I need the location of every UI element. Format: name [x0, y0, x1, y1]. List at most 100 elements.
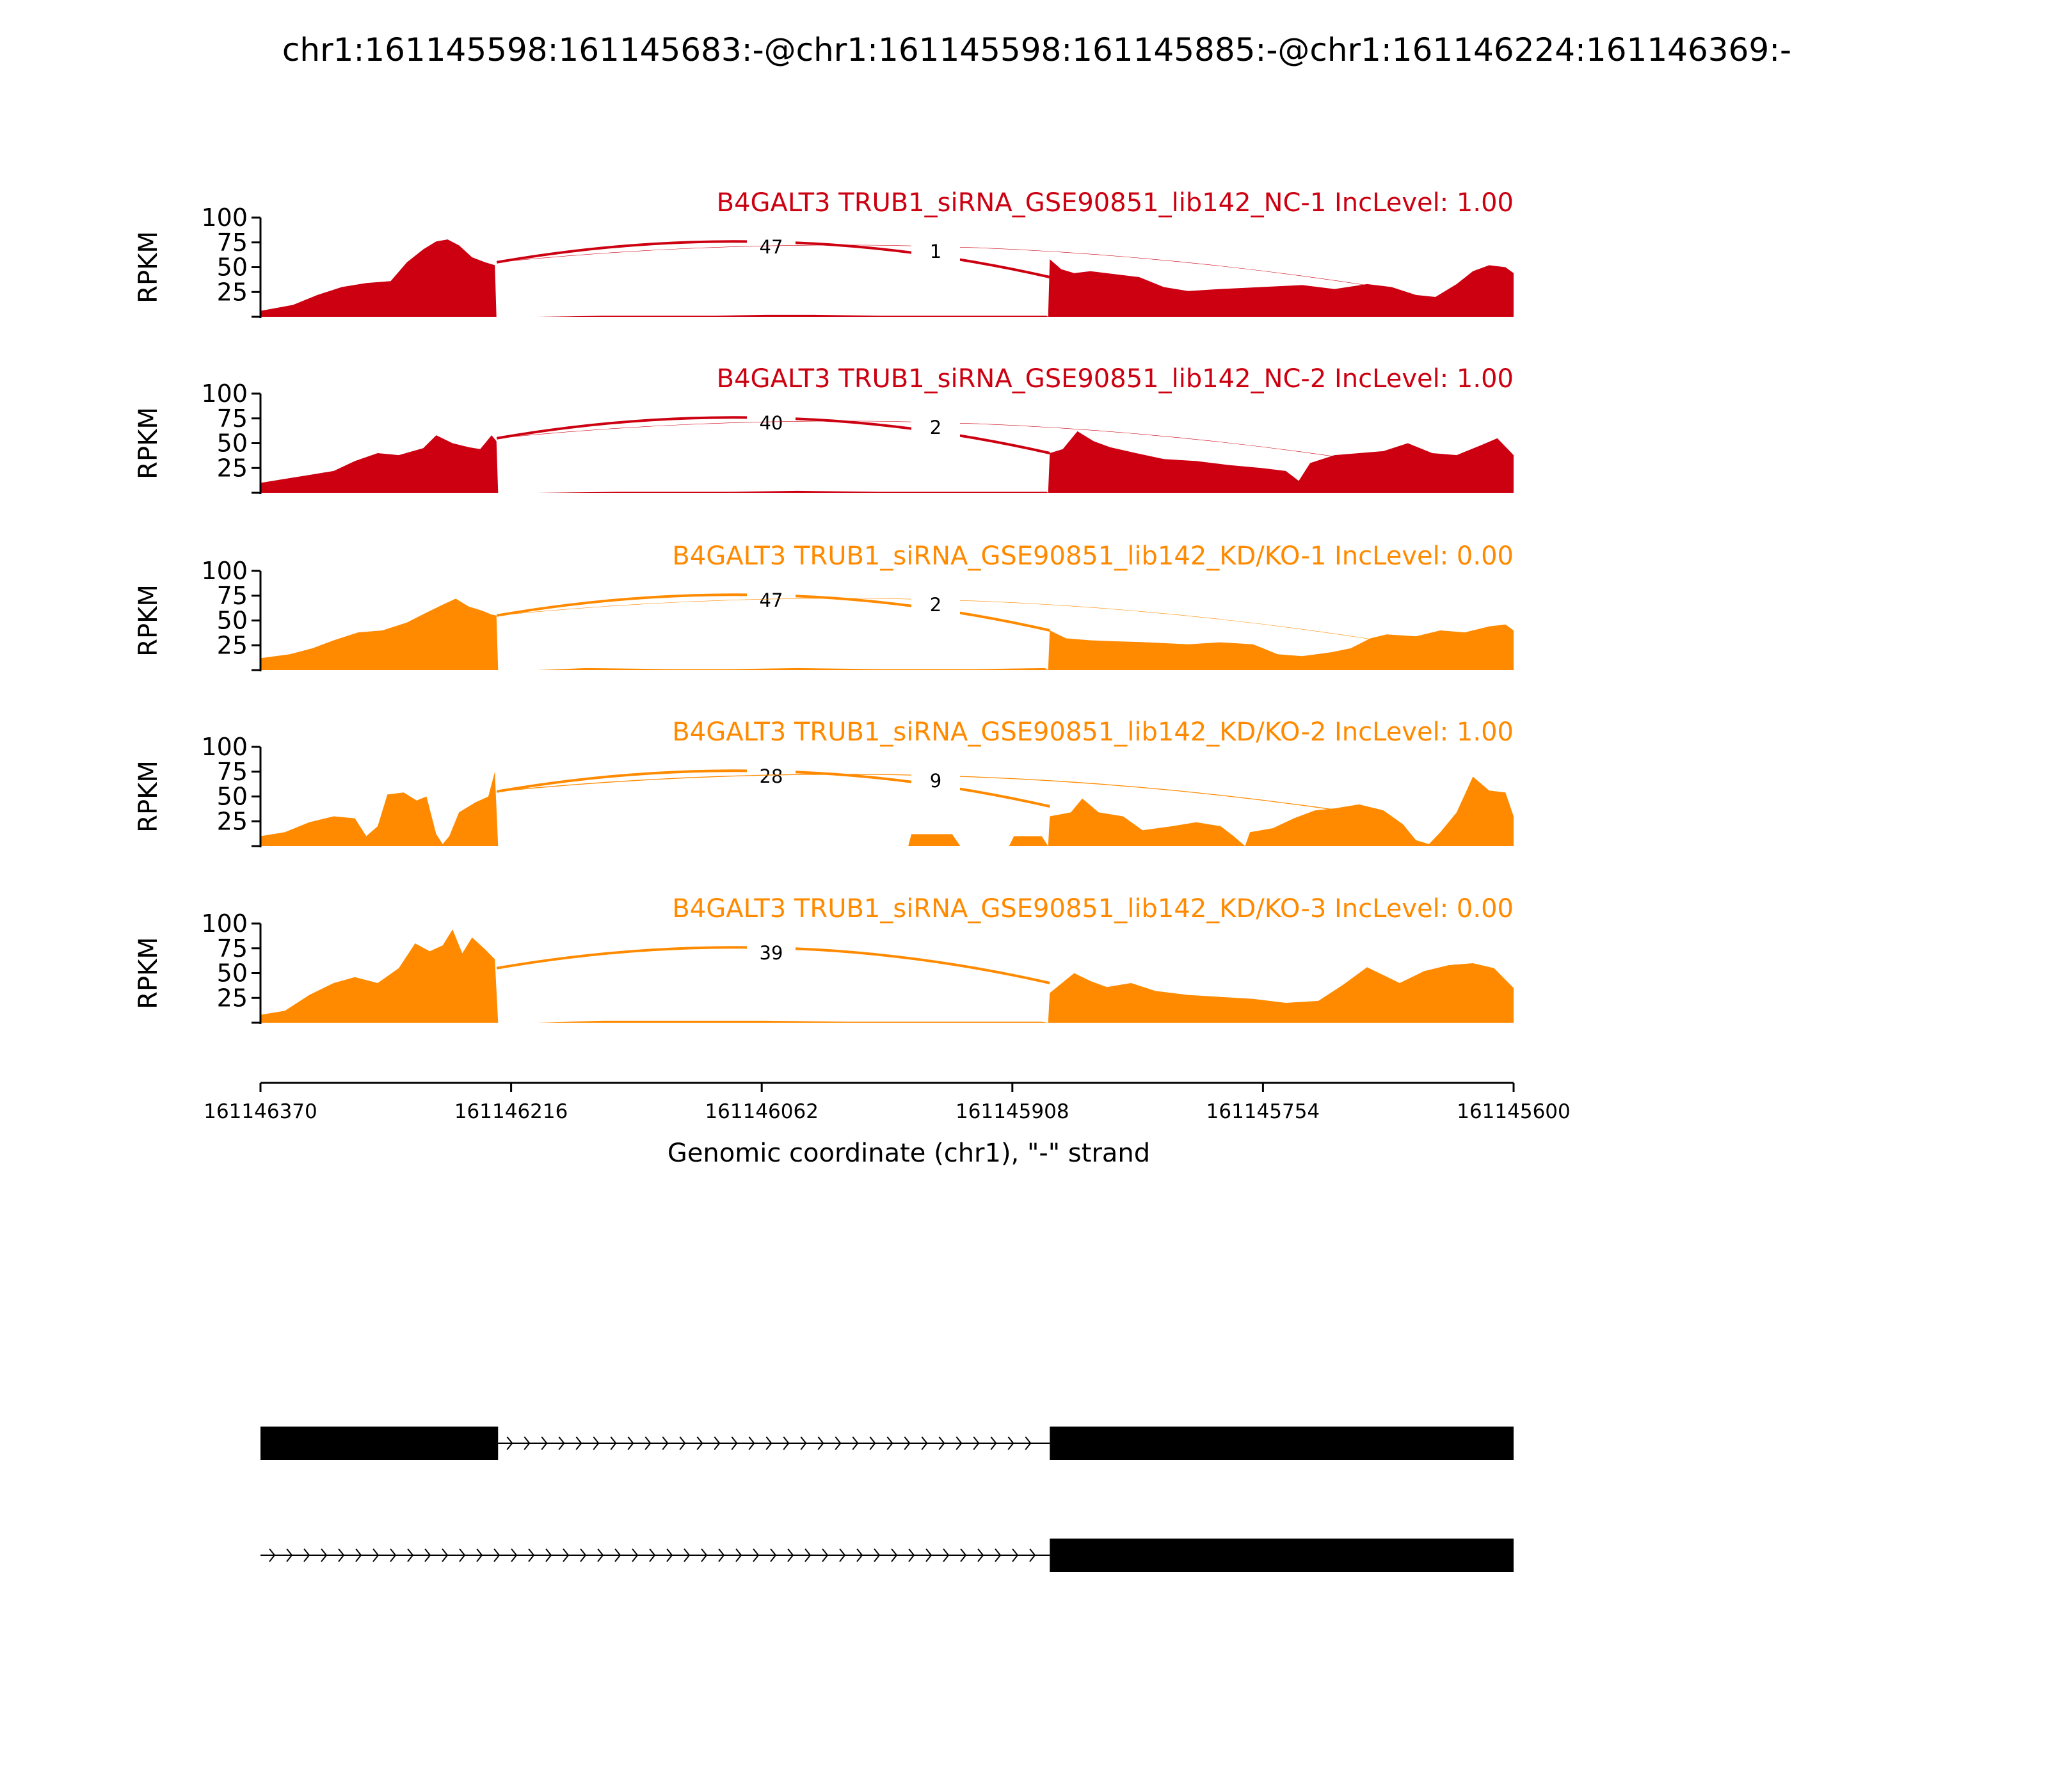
strand-chevron: [355, 1548, 362, 1562]
x-axis: 161146370 161146216 161146062 161145908 1611…: [204, 1082, 1571, 1123]
strand-chevron: [528, 1548, 535, 1562]
y-axis-label: RPKM: [134, 584, 163, 657]
strand-chevron: [956, 1436, 963, 1450]
y-tick-label: 75: [217, 934, 248, 963]
strand-chevron: [649, 1548, 656, 1562]
strand-chevron: [783, 1436, 790, 1450]
y-tick-label: 25: [217, 807, 248, 835]
strand-chevron: [1025, 1436, 1032, 1450]
strand-chevron: [960, 1548, 967, 1562]
strand-chevron: [852, 1436, 859, 1450]
strand-chevron: [995, 1548, 1002, 1562]
junction-label-bg: [747, 236, 796, 259]
strand-chevron: [938, 1436, 945, 1450]
strand-chevron: [545, 1548, 552, 1562]
y-axis-label: RPKM: [134, 760, 163, 833]
y-tick-label: 25: [217, 278, 248, 306]
strand-chevron: [714, 1436, 721, 1450]
x-tick-label: 161146216: [454, 1100, 568, 1123]
strand-chevron: [817, 1436, 824, 1450]
y-tick-label: 100: [201, 557, 248, 585]
junction-label-bg: [911, 593, 960, 616]
exon-block: [1050, 1539, 1514, 1572]
strand-chevron: [338, 1548, 345, 1562]
strand-chevron: [372, 1548, 380, 1562]
strand-chevron: [321, 1548, 328, 1562]
strand-chevron: [977, 1548, 984, 1562]
y-tick-label: 75: [217, 404, 248, 433]
strand-chevron: [701, 1548, 708, 1562]
strand-chevron: [908, 1548, 915, 1562]
sample-title: B4GALT3 TRUB1_siRNA_GSE90851_lib142_KD/K…: [672, 894, 1514, 924]
strand-chevron: [644, 1436, 652, 1450]
strand-chevron: [874, 1548, 881, 1562]
junction-count-label: 2: [930, 417, 941, 438]
x-tick-label: 161146062: [705, 1100, 819, 1123]
strand-chevron: [1029, 1548, 1036, 1562]
strand-chevron: [459, 1548, 466, 1562]
strand-chevron: [748, 1436, 755, 1450]
y-tick-label: 50: [217, 783, 248, 811]
strand-chevron: [735, 1548, 742, 1562]
strand-chevron: [493, 1548, 500, 1562]
y-tick-label: 75: [217, 758, 248, 786]
strand-chevron: [770, 1548, 777, 1562]
exon-block: [1050, 1427, 1514, 1460]
junction-count-label: 1: [930, 241, 941, 262]
strand-chevron: [804, 1548, 812, 1562]
strand-chevron: [765, 1436, 772, 1450]
junction-count-label: 39: [760, 942, 783, 964]
strand-chevron: [558, 1436, 565, 1450]
strand-chevron: [718, 1548, 725, 1562]
x-tick-label: 161146370: [204, 1100, 317, 1123]
y-tick-label: 50: [217, 253, 248, 282]
sample-title: B4GALT3 TRUB1_siRNA_GSE90851_lib142_NC-2…: [717, 364, 1514, 394]
strand-chevron: [610, 1436, 617, 1450]
coverage-area: [260, 239, 1514, 317]
strand-chevron: [1012, 1548, 1019, 1562]
junction-count-label: 47: [760, 236, 783, 258]
coverage-area: [260, 929, 1514, 1023]
strand-chevron: [666, 1548, 673, 1562]
strand-chevron: [839, 1548, 846, 1562]
x-tick-label: 161145600: [1457, 1100, 1571, 1123]
y-tick-label: 50: [217, 607, 248, 635]
strand-chevron: [286, 1548, 293, 1562]
strand-chevron: [921, 1436, 928, 1450]
strand-chevron: [835, 1436, 842, 1450]
strand-chevron: [303, 1548, 310, 1562]
strand-chevron: [1007, 1436, 1014, 1450]
strand-chevron: [787, 1548, 794, 1562]
junction-count-label: 9: [930, 770, 941, 792]
coverage-area: [260, 431, 1514, 493]
strand-chevron: [869, 1436, 876, 1450]
exon-block: [260, 1427, 499, 1460]
strand-chevron: [580, 1548, 587, 1562]
strand-chevron: [822, 1548, 829, 1562]
strand-chevron: [575, 1436, 582, 1450]
junction-label-bg: [911, 416, 960, 439]
y-tick-label: 100: [201, 204, 248, 232]
strand-chevron: [753, 1548, 760, 1562]
strand-chevron: [269, 1548, 276, 1562]
junction-label-bg: [747, 412, 796, 435]
junction-count-label: 28: [760, 765, 783, 787]
y-tick-label: 25: [217, 984, 248, 1012]
strand-chevron: [679, 1436, 686, 1450]
y-tick-label: 75: [217, 582, 248, 610]
junction-label-bg: [747, 765, 796, 788]
x-axis-label: Genomic coordinate (chr1), "-" strand: [668, 1139, 1150, 1168]
sample-title: B4GALT3 TRUB1_siRNA_GSE90851_lib142_KD/K…: [672, 541, 1514, 571]
strand-chevron: [476, 1548, 483, 1562]
strand-chevron: [886, 1436, 893, 1450]
transcript-row: [260, 1427, 1514, 1460]
y-tick-label: 50: [217, 959, 248, 988]
strand-chevron: [856, 1548, 863, 1562]
strand-chevron: [662, 1436, 669, 1450]
transcript-row: [260, 1539, 1514, 1572]
